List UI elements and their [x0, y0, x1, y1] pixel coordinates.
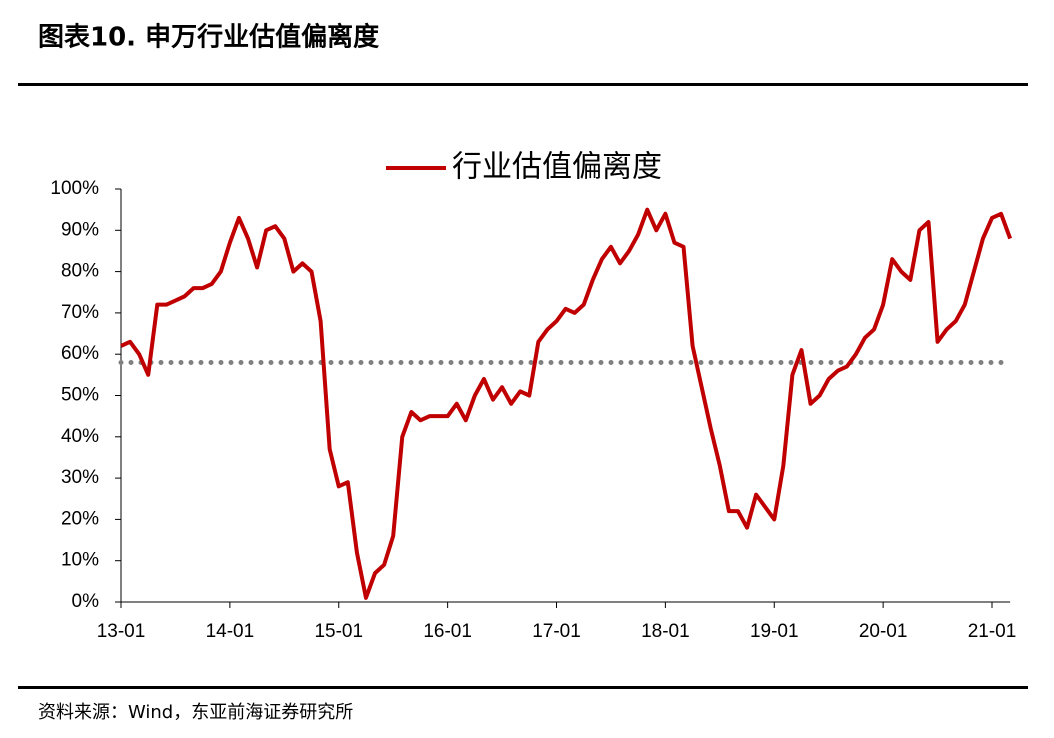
- legend-label: 行业估值偏离度: [452, 150, 662, 185]
- y-tick-label: 70%: [61, 302, 99, 323]
- y-tick-label: 90%: [61, 219, 99, 240]
- title: 图表10. 申万行业估值偏离度: [38, 22, 379, 53]
- x-tick-label: 17-01: [532, 621, 581, 642]
- series-line: [120, 207, 1013, 600]
- y-tick-label: 30%: [61, 467, 99, 488]
- source: 资料来源：Wind，东亚前海证券研究所: [38, 702, 353, 723]
- x-tick-label: 13-01: [97, 621, 146, 642]
- y-tick-label: 40%: [61, 426, 99, 447]
- y-tick-label: 80%: [61, 261, 99, 282]
- y-tick-label: 50%: [61, 385, 99, 406]
- x-tick-label: 15-01: [314, 621, 363, 642]
- top-rule: [18, 83, 1028, 86]
- x-tick-label: 14-01: [206, 621, 255, 642]
- y-tick-label: 60%: [61, 343, 99, 364]
- y-tick-label: 10%: [61, 550, 99, 571]
- y-tick-label: 0%: [72, 591, 100, 612]
- x-tick-label: 20-01: [859, 621, 908, 642]
- x-tick-label: 18-01: [641, 621, 690, 642]
- bottom-rule: [18, 686, 1028, 689]
- y-tick-label: 20%: [61, 508, 99, 529]
- x-tick-label: 19-01: [750, 621, 799, 642]
- x-tick-label: 16-01: [423, 621, 472, 642]
- x-tick-label: 21-01: [968, 621, 1017, 642]
- y-tick-label: 100%: [50, 178, 99, 199]
